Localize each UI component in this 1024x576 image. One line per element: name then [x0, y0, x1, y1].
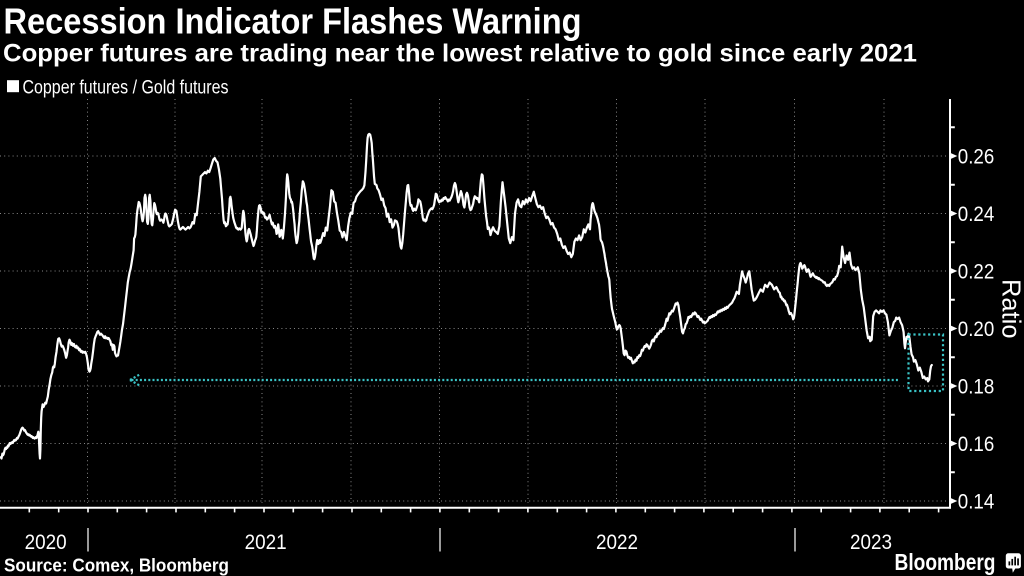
svg-text:2020: 2020	[25, 530, 67, 554]
svg-text:0.24: 0.24	[958, 203, 995, 226]
svg-text:2022: 2022	[596, 530, 638, 554]
svg-text:Ratio: Ratio	[997, 279, 1024, 339]
svg-text:2023: 2023	[850, 530, 892, 554]
svg-text:0.20: 0.20	[958, 318, 995, 341]
svg-text:2021: 2021	[245, 530, 287, 554]
svg-text:0.26: 0.26	[958, 146, 995, 169]
svg-text:0.22: 0.22	[958, 261, 995, 284]
svg-text:0.18: 0.18	[958, 376, 995, 399]
svg-text:Copper futures are trading nea: Copper futures are trading near the lowe…	[3, 39, 917, 67]
svg-text:0.14: 0.14	[958, 491, 995, 514]
svg-text:0.16: 0.16	[958, 433, 995, 456]
svg-text:Recession Indicator Flashes Wa: Recession Indicator Flashes Warning	[4, 1, 582, 42]
svg-text:Copper futures / Gold futures: Copper futures / Gold futures	[23, 78, 229, 99]
svg-text:Source: Comex, Bloomberg: Source: Comex, Bloomberg	[4, 555, 229, 576]
svg-text:Bloomberg: Bloomberg	[895, 549, 996, 575]
